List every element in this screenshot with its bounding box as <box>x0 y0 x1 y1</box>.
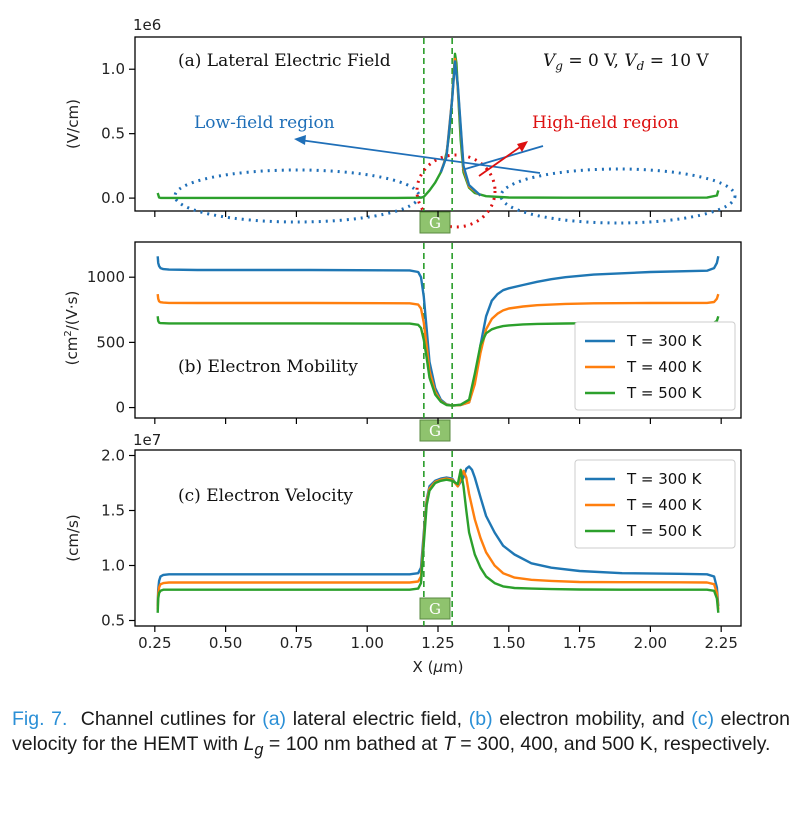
series-line-300K <box>439 60 482 197</box>
series-line-500K <box>156 315 720 407</box>
xtick-label: 1.50 <box>492 634 525 652</box>
xtick-label: 2.25 <box>704 634 737 652</box>
gate-label-a: G <box>429 214 441 232</box>
panel-a-ylabel: (V/cm) <box>64 99 82 149</box>
panel-c-multiplier: 1e7 <box>133 431 161 449</box>
panel-a-gate-lines <box>423 38 453 211</box>
legend-label: T = 500 K <box>626 522 703 540</box>
panel-a-yticks: 0.0 0.5 1.0 <box>101 60 135 207</box>
legend-label: T = 500 K <box>626 384 703 402</box>
ytick-label: 1.0 <box>101 557 125 575</box>
caption-ref-c[interactable]: (c) <box>691 708 714 730</box>
legend-label: T = 400 K <box>626 358 703 376</box>
low-field-ellipse-left <box>173 168 421 224</box>
low-field-ellipse-right <box>499 167 737 225</box>
caption-ref-b[interactable]: (b) <box>468 708 493 730</box>
ytick-label: 0 <box>115 399 125 417</box>
legend-label: T = 400 K <box>626 496 703 514</box>
panel-a: 1e6 (a) Lateral Electric Field Vg = 0 V,… <box>64 16 742 229</box>
ytick-label: 1.0 <box>101 60 125 78</box>
gate-marker-c: G <box>419 597 451 620</box>
xtick-label: 0.25 <box>138 634 171 652</box>
caption-lg-symbol: L <box>243 733 255 755</box>
panel-c: 1e7 (c) Electron Velocity (cm/s) 0.5 1.0 1… <box>64 431 742 630</box>
xtick-label: 0.75 <box>280 634 313 652</box>
caption-lg-sub: g <box>254 740 264 759</box>
low-field-arrow <box>299 139 541 174</box>
xtick-label: 1.25 <box>421 634 454 652</box>
panel-b-legend: T = 300 K T = 400 K T = 500 K <box>574 321 736 411</box>
caption-ref-a[interactable]: (a) <box>262 708 287 730</box>
gate-label-b: G <box>429 422 441 440</box>
ytick-label: 1.5 <box>101 502 125 520</box>
low-field-arrowhead <box>294 135 306 145</box>
caption-fig-label: Fig. 7. <box>12 708 68 730</box>
high-field-arrowhead <box>517 141 528 152</box>
panel-b-title: (b) Electron Mobility <box>178 357 358 377</box>
ytick-label: 1000 <box>87 268 125 286</box>
panel-b: (b) Electron Mobility (cm2/(V·s) 0 500 100… <box>63 241 742 419</box>
ytick-label: 500 <box>96 333 125 351</box>
panel-c-title: (c) Electron Velocity <box>178 486 353 506</box>
panel-b-ylabel: (cm2/(V·s) <box>63 291 81 366</box>
high-field-label: High-field region <box>532 113 679 133</box>
figure-canvas: 1e6 (a) Lateral Electric Field Vg = 0 V,… <box>63 16 742 676</box>
caption-text-4: electron velocity for the HEMT with <box>12 708 790 755</box>
high-field-arrow <box>478 144 524 177</box>
panel-a-multiplier: 1e6 <box>133 16 161 34</box>
panel-c-yticks: 0.5 1.0 1.5 2.0 <box>101 447 135 630</box>
gate-label-c: G <box>429 600 441 618</box>
panel-c-gate-lines <box>423 451 453 626</box>
panel-a-title: (a) Lateral Electric Field <box>178 51 391 71</box>
bias-conditions: Vg = 0 V, Vd = 10 V <box>543 51 709 73</box>
low-field-label: Low-field region <box>194 113 335 133</box>
ytick-label: 0.5 <box>101 612 125 630</box>
panel-a-series <box>156 52 720 200</box>
series-line-400K <box>156 469 720 610</box>
gate-marker-a: G <box>419 211 451 234</box>
x-axis-label: X (μm) <box>413 658 464 676</box>
xtick-label: 1.00 <box>351 634 384 652</box>
gate-marker-b: G <box>419 419 451 442</box>
caption-lg-value: = 100 nm bathed at <box>268 733 438 755</box>
panel-b-gate-lines <box>423 243 453 418</box>
panel-a-annotations: Low-field region High-field region <box>173 113 737 229</box>
caption-text-3: electron mobility, <box>499 708 646 730</box>
panel-c-series <box>156 465 720 613</box>
xtick-label: 1.75 <box>563 634 596 652</box>
panel-c-ylabel: (cm/s) <box>64 514 82 561</box>
legend-label: T = 300 K <box>626 332 703 350</box>
caption-text-2: lateral electric field, <box>292 708 463 730</box>
xtick-label: 2.00 <box>634 634 667 652</box>
caption-t-symbol: T <box>442 733 455 755</box>
panel-b-yticks: 0 500 1000 <box>87 268 135 417</box>
ytick-label: 2.0 <box>101 447 125 465</box>
panel-b-series <box>156 256 720 407</box>
legend-label: T = 300 K <box>626 470 703 488</box>
high-field-circle <box>415 153 497 229</box>
series-line-500K <box>156 468 720 613</box>
x-axis-ticks: 0.25 0.50 0.75 1.00 1.25 1.50 1.75 2.00 2.25 <box>138 211 738 652</box>
figure-caption: Fig. 7. Channel cutlines for (a) lateral… <box>12 707 790 763</box>
panel-c-legend: T = 300 K T = 400 K T = 500 K <box>574 459 736 549</box>
low-field-arrow-2 <box>461 145 544 171</box>
caption-text-1: Channel cutlines for <box>80 708 256 730</box>
ytick-label: 0.0 <box>101 189 125 207</box>
xtick-label: 0.50 <box>209 634 242 652</box>
ytick-label: 0.5 <box>101 125 125 143</box>
caption-t-values: = 300, 400, and 500 K, respectively. <box>460 733 771 755</box>
caption-text-4a: and <box>652 708 685 730</box>
